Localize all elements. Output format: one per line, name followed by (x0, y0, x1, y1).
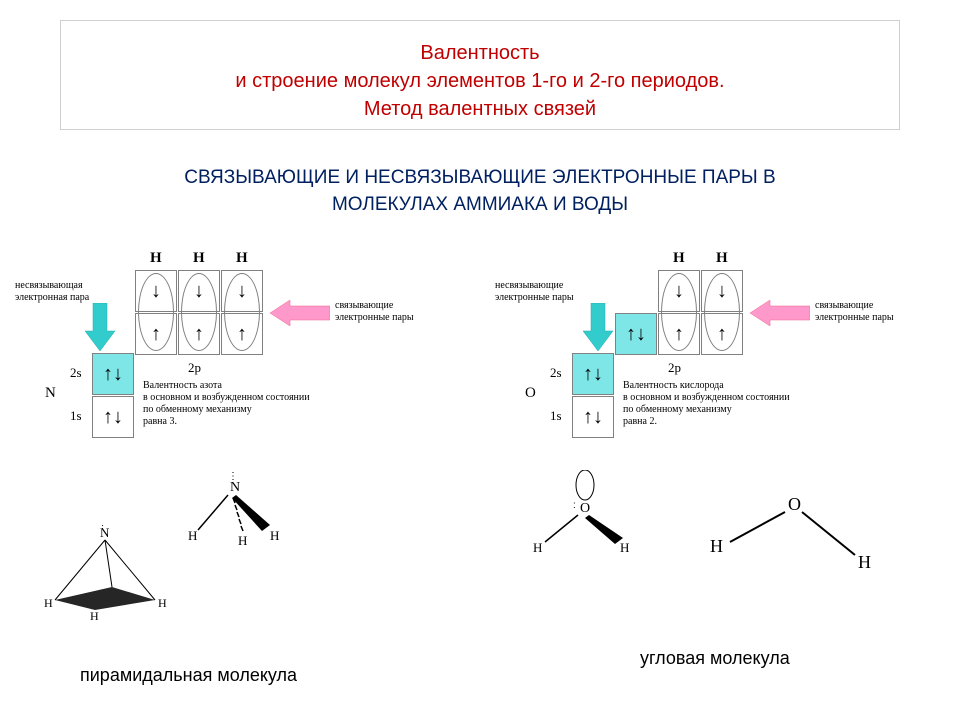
orbital-cell-1s: ↑↓ (92, 396, 134, 438)
orbital-cell: ↓ (221, 270, 263, 312)
svg-text:⋮: ⋮ (228, 471, 238, 482)
atom-symbol: N (45, 385, 56, 402)
arrow-left-icon (750, 300, 810, 326)
h2o-3d-icon: O : H H (525, 470, 645, 560)
svg-text:⋮: ⋮ (98, 525, 107, 530)
svg-text:H: H (188, 528, 197, 543)
orbital-cell-1s: ↑↓ (572, 396, 614, 438)
svg-text:H: H (90, 609, 99, 620)
label-2p: 2p (668, 360, 681, 376)
nh3-3d-icon: N ⋮ H H H (180, 465, 290, 555)
title-line3: Метод валентных связей (61, 95, 899, 123)
bonding-label: связывающиеэлектронные пары (335, 300, 435, 324)
valence-text: Валентность азотав основном и возбужденн… (143, 380, 363, 428)
subtitle-line2: МОЛЕКУЛАХ АММИАКА И ВОДЫ (0, 192, 960, 219)
caption-left: пирамидальная молекула (80, 665, 297, 686)
label-2s: 2s (70, 365, 82, 381)
orbital-cell: ↓ (178, 270, 220, 312)
h-label: H (716, 250, 728, 267)
orbital-cell: ↓ (658, 270, 700, 312)
svg-text:H: H (858, 552, 871, 572)
diagram-area: H H H несвязывающаяэлектронная пара ↓ ↓ … (0, 245, 960, 595)
nh3-pyramid-icon: N ⋮ H H H (40, 525, 170, 620)
svg-text:H: H (533, 540, 542, 555)
h-label: H (150, 250, 162, 267)
subtitle: СВЯЗЫВАЮЩИЕ И НЕСВЯЗЫВАЮЩИЕ ЭЛЕКТРОННЫЕ … (0, 165, 960, 218)
lone-pair-label: несвязывающаяэлектронная пара (15, 280, 90, 304)
atom-symbol: O (525, 385, 536, 402)
title-line2: и строение молекул элементов 1-го и 2-го… (61, 67, 899, 95)
svg-text:H: H (238, 533, 247, 548)
label-2s: 2s (550, 365, 562, 381)
orbital-cell: ↓ (701, 270, 743, 312)
h-label: H (673, 250, 685, 267)
svg-text:H: H (710, 536, 723, 556)
title-box: Валентность и строение молекул элементов… (60, 20, 900, 130)
svg-text:N: N (230, 480, 240, 495)
lone-pair-label: несвязывающиеэлектронные пары (495, 280, 575, 304)
arrow-left-icon (270, 300, 330, 326)
arrow-down-icon (85, 303, 115, 353)
valence-text: Валентность кислородав основном и возбуж… (623, 380, 843, 428)
caption-right: угловая молекула (640, 648, 790, 669)
h2o-flat-icon: O H H (700, 480, 890, 580)
title-line1: Валентность (61, 39, 899, 67)
label-1s: 1s (70, 408, 82, 424)
orbital-cell-2s: ↑↓ (572, 353, 614, 395)
svg-text:H: H (620, 540, 629, 555)
svg-text:H: H (44, 596, 53, 610)
orbital-cell: ↑ (221, 313, 263, 355)
subtitle-line1: СВЯЗЫВАЮЩИЕ И НЕСВЯЗЫВАЮЩИЕ ЭЛЕКТРОННЫЕ … (0, 165, 960, 192)
label-1s: 1s (550, 408, 562, 424)
svg-text:H: H (270, 528, 279, 543)
orbital-cell-2s: ↑↓ (92, 353, 134, 395)
orbital-cell: ↑↓ (615, 313, 657, 355)
svg-text:O: O (788, 494, 801, 514)
svg-text::: : (573, 500, 576, 511)
svg-text:O: O (580, 501, 590, 516)
orbital-cell: ↑ (701, 313, 743, 355)
orbital-cell: ↓ (135, 270, 177, 312)
h-label: H (193, 250, 205, 267)
orbital-cell: ↑ (178, 313, 220, 355)
svg-text:H: H (158, 596, 167, 610)
orbital-cell: ↑ (135, 313, 177, 355)
arrow-down-icon (583, 303, 613, 353)
orbital-cell: ↑ (658, 313, 700, 355)
h-label: H (236, 250, 248, 267)
bonding-label: связывающиеэлектронные пары (815, 300, 915, 324)
label-2p: 2p (188, 360, 201, 376)
